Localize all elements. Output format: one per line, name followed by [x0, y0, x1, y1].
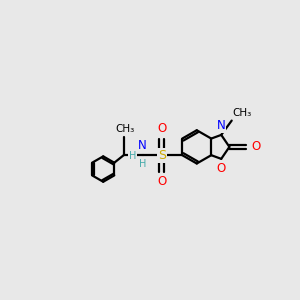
Text: H: H — [129, 152, 136, 161]
Text: N: N — [216, 119, 225, 132]
Text: O: O — [217, 162, 226, 175]
Text: N: N — [138, 140, 147, 152]
Text: O: O — [157, 122, 167, 135]
Text: O: O — [157, 175, 167, 188]
Text: O: O — [251, 140, 260, 153]
Text: CH₃: CH₃ — [115, 124, 134, 134]
Text: H: H — [139, 159, 146, 169]
Text: S: S — [158, 149, 166, 162]
Text: CH₃: CH₃ — [233, 108, 252, 118]
